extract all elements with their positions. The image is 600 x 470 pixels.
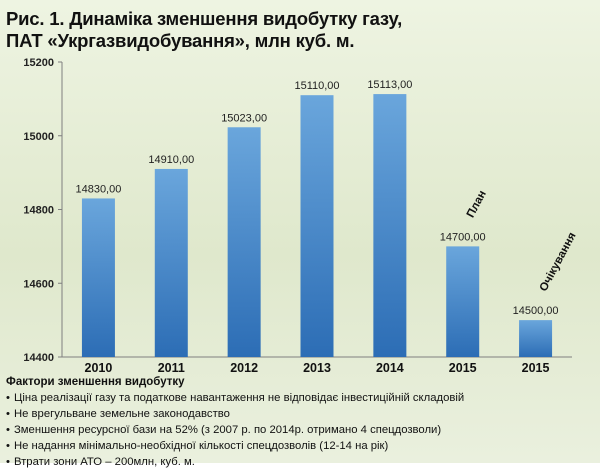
- bar: [300, 95, 334, 357]
- y-tick-label: 14800: [23, 205, 54, 217]
- factors-section: Фактори зменшення видобутку Ціна реаліза…: [6, 374, 596, 470]
- y-tick-label: 14600: [23, 278, 54, 290]
- factor-item: Зменшення ресурсної бази на 52% (з 2007 …: [6, 422, 596, 438]
- bar-annotation: План: [465, 189, 489, 220]
- bar: [519, 320, 553, 357]
- x-tick-label: 2012: [230, 361, 258, 375]
- data-label: 15110,00: [294, 80, 339, 92]
- bars-layer: [81, 94, 553, 358]
- data-label: 14910,00: [148, 154, 194, 166]
- factor-item: Втрати зони АТО – 200млн, куб. м.: [6, 454, 596, 470]
- bar-annotation: Очікування: [538, 231, 579, 294]
- x-tick-label: 2014: [376, 361, 404, 375]
- factor-item: Ціна реалізації газу та податкове навант…: [6, 390, 596, 406]
- chart-title-line-1: Рис. 1. Динаміка зменшення видобутку газ…: [6, 8, 403, 29]
- x-tick-label: 2010: [85, 361, 113, 375]
- bar: [154, 168, 188, 357]
- bar: [446, 246, 480, 357]
- data-label: 14700,00: [440, 231, 486, 243]
- x-tick-label: 2015: [522, 361, 550, 375]
- factors-heading: Фактори зменшення видобутку: [6, 376, 185, 388]
- y-tick-label: 14400: [23, 352, 54, 364]
- y-tick-label: 15200: [23, 57, 54, 69]
- factor-item: Не надання мінімально-необхідної кількос…: [6, 438, 596, 454]
- data-label: 15023,00: [221, 112, 267, 124]
- factor-item: Не врегульване земельне законодавство: [6, 406, 596, 422]
- data-label: 14500,00: [513, 305, 559, 317]
- data-label: 15113,00: [367, 79, 412, 91]
- data-label: 14830,00: [75, 183, 121, 195]
- bar: [81, 198, 115, 357]
- x-tick-label: 2013: [303, 361, 331, 375]
- bar: [373, 94, 407, 358]
- x-tick-label: 2015: [449, 361, 477, 375]
- y-tick-label: 15000: [23, 131, 54, 143]
- chart-title-line-2: ПАТ «Укргазвидобування», млн куб. м.: [6, 30, 355, 51]
- bar: [227, 127, 261, 357]
- x-tick-label: 2011: [158, 361, 185, 375]
- chart-title: Рис. 1. Динаміка зменшення видобутку газ…: [6, 8, 596, 52]
